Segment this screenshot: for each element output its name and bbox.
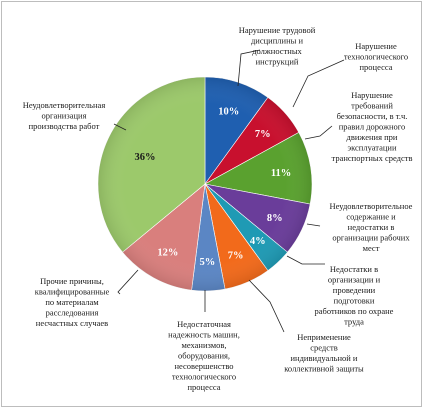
leader-line [304,125,333,140]
slice-percentage-label: 7% [255,129,271,140]
slice-category-label: Недостатки в организации и проведении подго… [315,264,394,327]
slice-percentage-label: 10% [218,107,239,118]
slice-percentage-label: 11% [271,168,291,179]
slice-category-label: Прочие причины, квалифицированные по матер… [35,276,110,328]
slice-percentage-label: 8% [267,213,283,224]
percentage-labels: 10% 7% 11% 8% 4% 7% 5% 12% 36% [135,107,292,268]
slice-percentage-label: 5% [200,257,216,268]
leader-line [292,59,345,108]
slice-category-label: Неудовлетворительная организация производс… [23,100,106,131]
leader-line [113,123,127,131]
leader-line [248,279,285,333]
leader-line [117,269,139,295]
pie-shading [98,77,312,291]
slice-percentage-label: 4% [250,236,266,247]
slice-percentage-label: 7% [228,251,244,262]
leader-line [286,255,325,265]
leader-line [237,49,261,87]
leader-line [306,223,321,227]
slice-percentage-label: 36% [135,152,156,163]
slice-category-label: Неудовлетворительное содержание и недостат… [330,201,413,253]
slice-category-label: Неприменение средств индивидуальной и колле… [284,332,364,374]
category-labels: Нарушение трудовой дисциплины и должностны… [23,25,413,392]
leader-lines [113,49,345,333]
slice-category-label: Недостаточная надежность машин, механизмов… [168,319,240,392]
slice-category-label: Нарушение технологического процесса [344,41,408,72]
slice-category-label: Нарушение требований безопасности, в т.ч. п… [332,90,413,163]
slice-category-label: Нарушение трудовой дисциплины и должностны… [239,25,316,67]
slice-percentage-label: 12% [157,248,178,259]
